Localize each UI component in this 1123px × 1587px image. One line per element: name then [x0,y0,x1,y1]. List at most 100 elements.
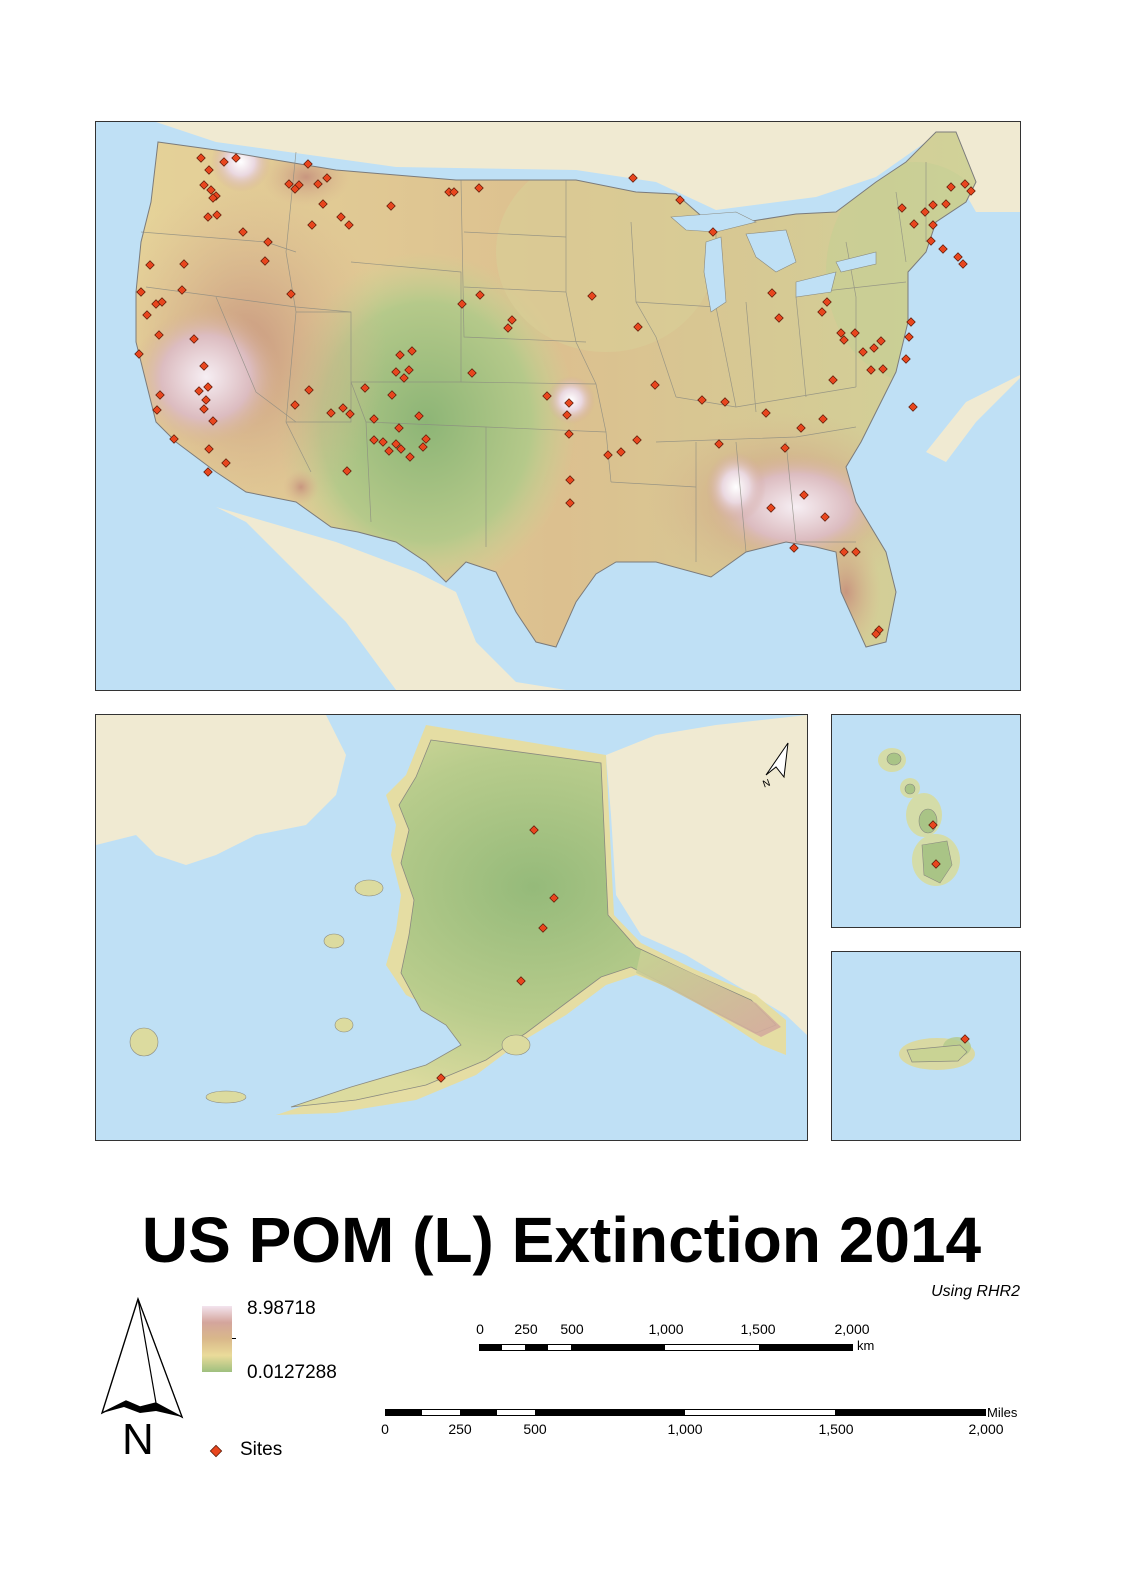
site-marker[interactable] [204,165,214,175]
site-marker[interactable] [157,297,167,307]
site-marker[interactable] [904,332,914,342]
site-marker[interactable] [386,201,396,211]
site-marker[interactable] [199,404,209,414]
site-marker[interactable] [326,408,336,418]
site-marker[interactable] [587,291,597,301]
site-marker[interactable] [290,184,300,194]
site-marker[interactable] [931,859,941,869]
site-marker[interactable] [238,227,248,237]
site-marker[interactable] [145,260,155,270]
site-marker[interactable] [196,153,206,163]
conus-map-frame[interactable] [95,121,1021,691]
site-marker[interactable] [384,446,394,456]
site-marker[interactable] [529,825,539,835]
site-marker[interactable] [421,434,431,444]
site-marker[interactable] [142,310,152,320]
site-marker[interactable] [360,383,370,393]
site-marker[interactable] [436,1073,446,1083]
site-marker[interactable] [817,307,827,317]
site-marker[interactable] [290,400,300,410]
site-marker[interactable] [941,199,951,209]
site-marker[interactable] [387,390,397,400]
site-marker[interactable] [154,330,164,340]
site-marker[interactable] [869,343,879,353]
site-marker[interactable] [516,976,526,986]
site-marker[interactable] [474,183,484,193]
alaska-map-frame[interactable]: N [95,714,808,1141]
site-marker[interactable] [136,287,146,297]
site-marker[interactable] [189,334,199,344]
site-marker[interactable] [152,405,162,415]
site-marker[interactable] [866,365,876,375]
site-marker[interactable] [303,159,313,169]
site-marker[interactable] [399,373,409,383]
site-marker[interactable] [369,435,379,445]
site-marker[interactable] [179,259,189,269]
site-marker[interactable] [720,397,730,407]
site-marker[interactable] [134,349,144,359]
site-marker[interactable] [938,244,948,254]
site-marker[interactable] [284,179,294,189]
site-marker[interactable] [378,437,388,447]
site-marker[interactable] [206,185,216,195]
site-marker[interactable] [313,179,323,189]
site-marker[interactable] [714,439,724,449]
site-marker[interactable] [542,391,552,401]
site-marker[interactable] [858,347,868,357]
site-marker[interactable] [394,423,404,433]
site-marker[interactable] [304,385,314,395]
site-marker[interactable] [960,1034,970,1044]
site-marker[interactable] [203,212,213,222]
site-marker[interactable] [675,195,685,205]
site-marker[interactable] [336,212,346,222]
site-marker[interactable] [789,543,799,553]
site-marker[interactable] [338,403,348,413]
site-marker[interactable] [632,435,642,445]
site-marker[interactable] [201,395,211,405]
site-marker[interactable] [212,210,222,220]
site-marker[interactable] [960,179,970,189]
site-marker[interactable] [457,299,467,309]
site-marker[interactable] [818,414,828,424]
site-marker[interactable] [369,414,379,424]
site-marker[interactable] [820,512,830,522]
site-marker[interactable] [796,423,806,433]
site-marker[interactable] [503,323,513,333]
site-marker[interactable] [897,203,907,213]
site-marker[interactable] [564,429,574,439]
site-marker[interactable] [404,365,414,375]
site-marker[interactable] [407,346,417,356]
site-marker[interactable] [318,199,328,209]
site-marker[interactable] [199,180,209,190]
site-marker[interactable] [177,285,187,295]
site-marker[interactable] [650,380,660,390]
hawaii-map-frame[interactable] [831,714,1021,928]
site-marker[interactable] [322,173,332,183]
site-marker[interactable] [926,236,936,246]
site-marker[interactable] [194,386,204,396]
site-marker[interactable] [906,317,916,327]
site-marker[interactable] [876,336,886,346]
site-marker[interactable] [774,313,784,323]
site-marker[interactable] [761,408,771,418]
site-marker[interactable] [822,297,832,307]
site-marker[interactable] [199,361,209,371]
site-marker[interactable] [799,490,809,500]
site-marker[interactable] [708,227,718,237]
site-marker[interactable] [565,498,575,508]
site-marker[interactable] [467,368,477,378]
site-marker[interactable] [344,220,354,230]
site-marker[interactable] [871,629,881,639]
site-marker[interactable] [953,252,963,262]
site-marker[interactable] [564,398,574,408]
site-marker[interactable] [538,923,548,933]
site-marker[interactable] [414,411,424,421]
site-marker[interactable] [909,219,919,229]
site-marker[interactable] [307,220,317,230]
site-marker[interactable] [633,322,643,332]
site-marker[interactable] [850,328,860,338]
site-marker[interactable] [203,382,213,392]
site-marker[interactable] [928,820,938,830]
site-marker[interactable] [169,434,179,444]
site-marker[interactable] [208,193,218,203]
